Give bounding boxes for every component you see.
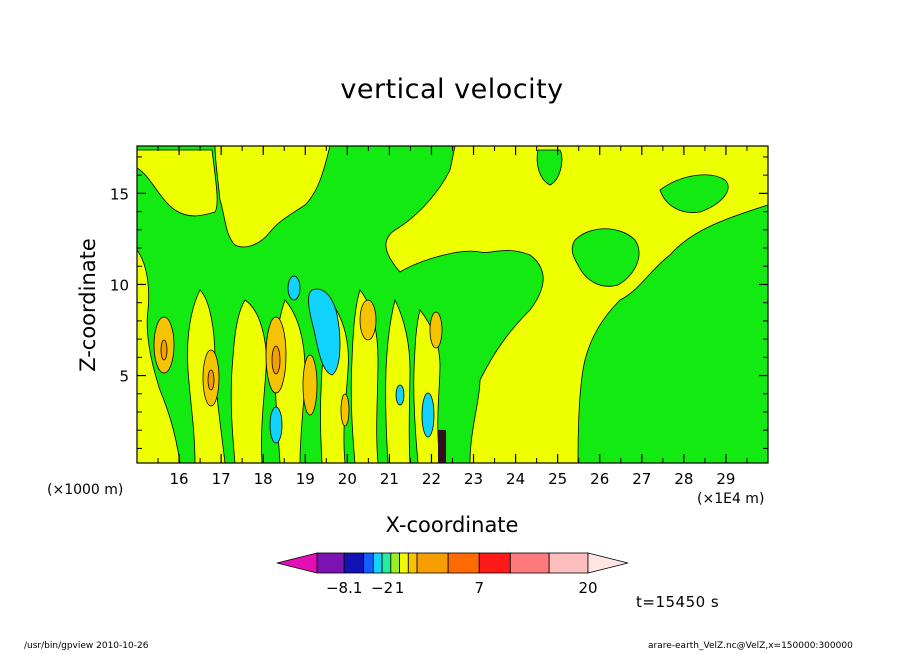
colorbar-segment (478, 552, 511, 574)
field-green-island-3 (536, 149, 563, 186)
y-tick-label: 15 (110, 185, 129, 203)
x-axis-unit-left: (×1000 m) (47, 482, 124, 498)
x-axis-label: X-coordinate (385, 513, 519, 537)
field-orange-blob-6 (429, 311, 443, 349)
colorbar-segment (399, 552, 409, 574)
x-tick-label: 28 (674, 470, 693, 488)
colorbar-segment (372, 552, 383, 574)
field-cyan-blob-3 (269, 406, 283, 444)
x-tick-label: 23 (464, 470, 483, 488)
y-axis-ticks: 5 10 15 (110, 156, 768, 449)
chart-title: vertical velocity (340, 74, 564, 105)
colorbar-segment (343, 552, 365, 574)
field-darkorange-core-2 (271, 345, 281, 375)
x-axis-ticks: 16 17 18 19 20 21 22 23 24 25 26 27 28 29 (136, 146, 769, 488)
field-green-island-2 (659, 174, 729, 213)
field-cyan-blob-5 (395, 384, 405, 406)
colorbar-segment (548, 552, 589, 574)
x-tick-label: 16 (170, 470, 189, 488)
field-darkorange-core-3 (207, 369, 215, 391)
x-tick-label: 22 (422, 470, 441, 488)
field-yellow-left-top (137, 149, 218, 217)
colorbar-label: −8.1 (326, 579, 362, 597)
x-axis-unit-right: (×1E4 m) (697, 491, 765, 507)
colorbar-label: 7 (474, 579, 484, 597)
colorbar-segment (363, 552, 374, 574)
x-tick-label: 26 (590, 470, 609, 488)
x-tick-label: 17 (212, 470, 231, 488)
colorbar-label: −2 (371, 579, 393, 597)
y-tick-label: 5 (119, 368, 129, 386)
y-tick-label: 10 (110, 276, 129, 294)
field-dense-contours (438, 430, 446, 463)
contour-field (137, 146, 768, 463)
x-tick-label: 24 (506, 470, 525, 488)
field-cyan-blob-2 (287, 275, 301, 301)
colorbar: −8.1 −2 1 7 20 (276, 552, 629, 597)
x-tick-label: 27 (632, 470, 651, 488)
colorbar-segment (407, 552, 418, 574)
colorbar-segment (416, 552, 449, 574)
x-tick-label: 20 (338, 470, 357, 488)
colorbar-segment (390, 552, 400, 574)
colorbar-segment (316, 552, 345, 574)
field-darkorange-core-1 (160, 339, 168, 361)
colorbar-segment (509, 552, 550, 574)
x-tick-label: 18 (254, 470, 273, 488)
colorbar-extend-low (276, 552, 318, 574)
colorbar-segment (381, 552, 392, 574)
colorbar-label: 1 (395, 579, 405, 597)
x-tick-label: 21 (380, 470, 399, 488)
time-label: t=15450 s (636, 593, 720, 611)
x-tick-label: 19 (296, 470, 315, 488)
field-cyan-blob-1 (308, 288, 341, 376)
field-cyan-blob-4 (421, 392, 435, 438)
footer-data-source: arare-earth_VelZ.nc@VelZ,x=150000:300000 (648, 641, 853, 651)
field-orange-blob-5 (359, 299, 377, 341)
colorbar-label: 20 (578, 579, 597, 597)
x-tick-label: 29 (716, 470, 735, 488)
colorbar-segment (447, 552, 480, 574)
field-orange-blob-7 (340, 393, 350, 427)
footer-program-date: /usr/bin/gpview 2010-10-26 (24, 641, 149, 651)
field-yellow-right (385, 146, 768, 463)
field-orange-blob-4 (302, 354, 318, 416)
x-tick-label: 25 (548, 470, 567, 488)
field-yellow-top-mid (214, 146, 331, 248)
field-green-island-1 (571, 228, 640, 287)
field-yellow-left-column (137, 249, 181, 463)
field-yellow-streak-2 (230, 299, 267, 463)
field-yellow-streak-6 (385, 298, 411, 463)
colorbar-extend-high (587, 552, 629, 574)
